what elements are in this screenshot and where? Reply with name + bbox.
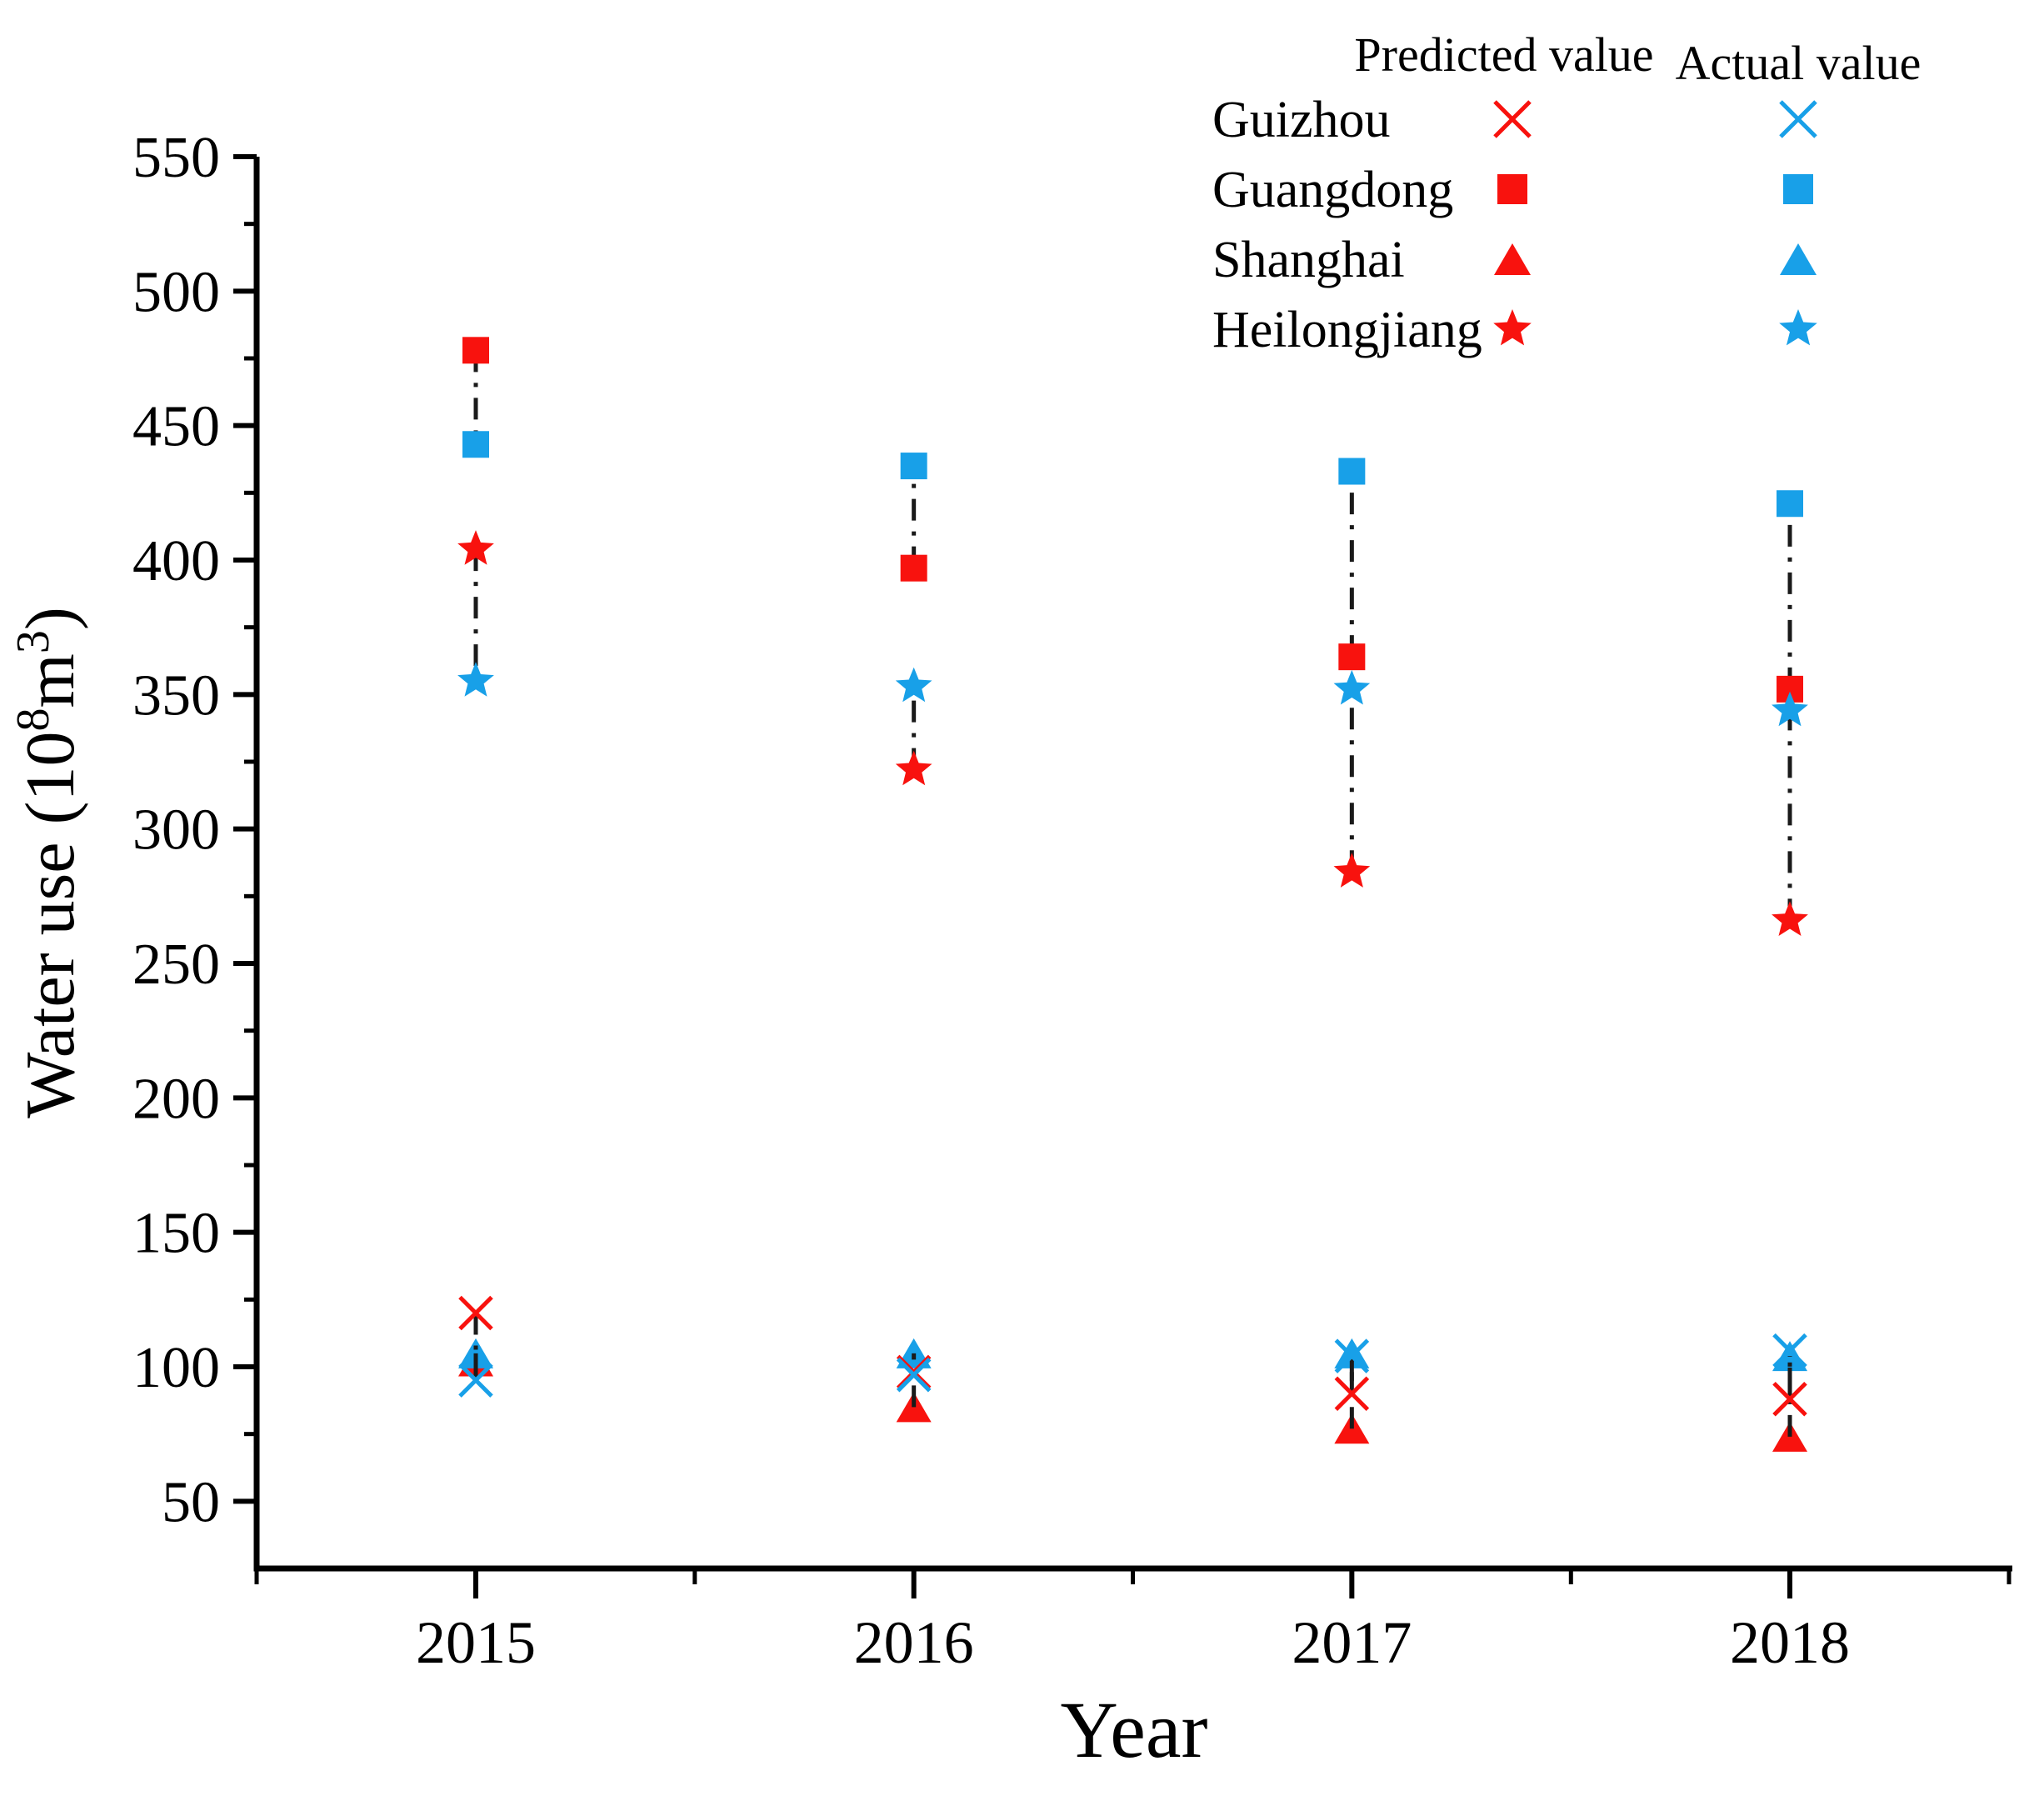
x-tick-label: 2018 [1730,1609,1850,1676]
marker-heilongjiang-predicted-2016 [895,750,932,786]
y-tick-label: 350 [132,663,220,728]
marker-guangdong-predicted-2016 [900,554,927,582]
y-axis-title: Water use (108​m3​) [7,607,89,1118]
y-tick-label: 550 [132,126,220,190]
y-tick-label: 300 [132,798,220,863]
marker-guizhou-predicted-2017 [1334,1376,1370,1412]
y-tick-label: 500 [132,260,220,324]
y-tick-label: 100 [132,1336,220,1400]
marker-guizhou-predicted-2015 [458,1295,493,1331]
marker-guizhou-actual-2016 [896,1357,932,1393]
marker-heilongjiang-actual-2016 [895,667,932,703]
marker-heilongjiang-actual-2015 [457,662,494,697]
legend-marker-heilongjiang-actual [1779,309,1817,346]
marker-guangdong-actual-2018 [1777,490,1804,518]
axis-ticks [233,154,2012,1598]
y-tick-label: 250 [132,933,220,997]
y-tick-label: 150 [132,1202,220,1266]
axes [253,157,2012,1572]
marker-heilongjiang-actual-2017 [1333,669,1371,705]
legend-label-heilongjiang: Heilongjiang [1212,302,1482,358]
x-tick-label: 2017 [1292,1609,1412,1676]
legend-marker-guizhou-predicted [1493,100,1532,138]
legend-marker-heilongjiang-predicted [1493,309,1532,346]
y-tick-label: 50 [162,1470,220,1534]
marker-heilongjiang-predicted-2018 [1772,901,1808,936]
legend-label-shanghai: Shanghai [1212,232,1405,288]
legend-marker-guangdong-actual [1783,174,1813,204]
marker-guangdong-predicted-2015 [462,337,489,364]
marker-guizhou-actual-2017 [1334,1338,1370,1373]
marker-guangdong-actual-2017 [1338,458,1366,485]
legend-header-actual: Actual value [1676,36,1922,90]
y-tick-label: 450 [132,395,220,459]
legend: Predicted value Actual value Guizhou Guan… [1212,28,1921,358]
legend-marker-guizhou-actual [1779,100,1817,138]
legend-marker-guangdong-predicted [1497,174,1527,204]
legend-marker-shanghai-actual [1780,243,1817,275]
y-tick-label: 200 [132,1067,220,1131]
axis-lines [253,157,2012,1572]
marker-heilongjiang-predicted-2015 [457,530,494,565]
marker-heilongjiang-actual-2018 [1772,691,1808,727]
marker-guangdong-actual-2016 [900,453,927,480]
legend-label-guangdong: Guangdong [1212,162,1453,218]
x-tick-label: 2016 [854,1609,974,1676]
marker-guizhou-predicted-2018 [1772,1381,1807,1417]
marker-guizhou-actual-2015 [458,1363,493,1398]
marker-guizhou-actual-2018 [1772,1333,1807,1368]
marker-guangdong-predicted-2017 [1338,643,1366,671]
x-tick-label: 2015 [416,1609,536,1676]
legend-label-guizhou: Guizhou [1212,92,1391,148]
marker-heilongjiang-predicted-2017 [1333,853,1371,888]
axis-tick-labels: 50 100 150 200 250 300 350 400 450 500 550 2015 2016… [132,126,1850,1676]
plot-area [457,337,1808,1452]
legend-marker-shanghai-predicted [1494,243,1531,275]
legend-header-predicted: Predicted value [1354,28,1653,82]
marker-guangdong-actual-2015 [462,431,489,458]
y-tick-label: 400 [132,529,220,593]
x-axis-title: Year [1061,1685,1208,1774]
